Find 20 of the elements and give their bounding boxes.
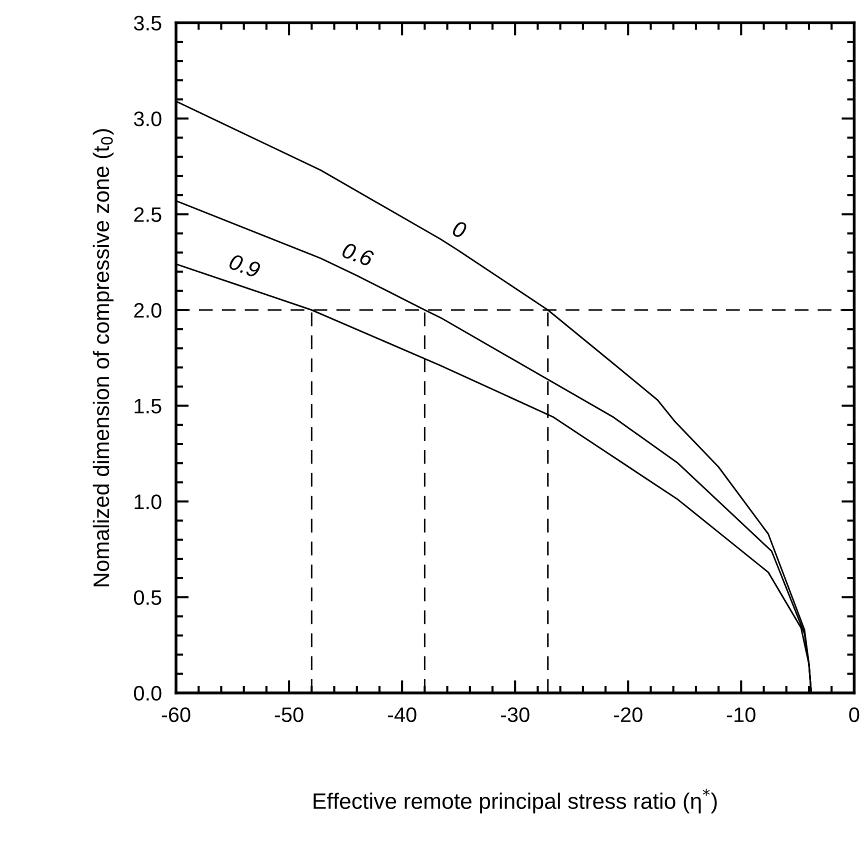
- y-tick-label: 3.5: [134, 16, 162, 31]
- x-tick-label: -60: [162, 707, 190, 722]
- x-tick-label: -20: [614, 707, 642, 722]
- y-axis-title: Nomalized dimension of compressive zone (t$_{0}$): [92, 129, 114, 586]
- x-tick-label: -10: [727, 707, 756, 722]
- y-tick-label: 1.5: [134, 398, 162, 414]
- x-tick-label: -30: [500, 707, 530, 722]
- y-tick-label: 2.5: [134, 207, 162, 222]
- y-tick-label: 1.0: [134, 494, 162, 510]
- x-axis-title: Effective remote principal stress ratio (η$^{*}$): [314, 788, 717, 814]
- x-tick-label: 0: [849, 707, 860, 722]
- y-tick-label: 0.5: [134, 590, 162, 605]
- y-tick-label: 2.0: [134, 302, 162, 318]
- x-tick-label: -50: [274, 707, 304, 722]
- annotation: 0: [452, 220, 468, 239]
- y-tick-label: 3.0: [134, 112, 162, 126]
- y-tick-label: 0.0: [134, 686, 162, 701]
- annotation: 0.9: [228, 253, 262, 278]
- x-tick-label: -40: [388, 707, 416, 722]
- annotation: 0.6: [341, 242, 375, 267]
